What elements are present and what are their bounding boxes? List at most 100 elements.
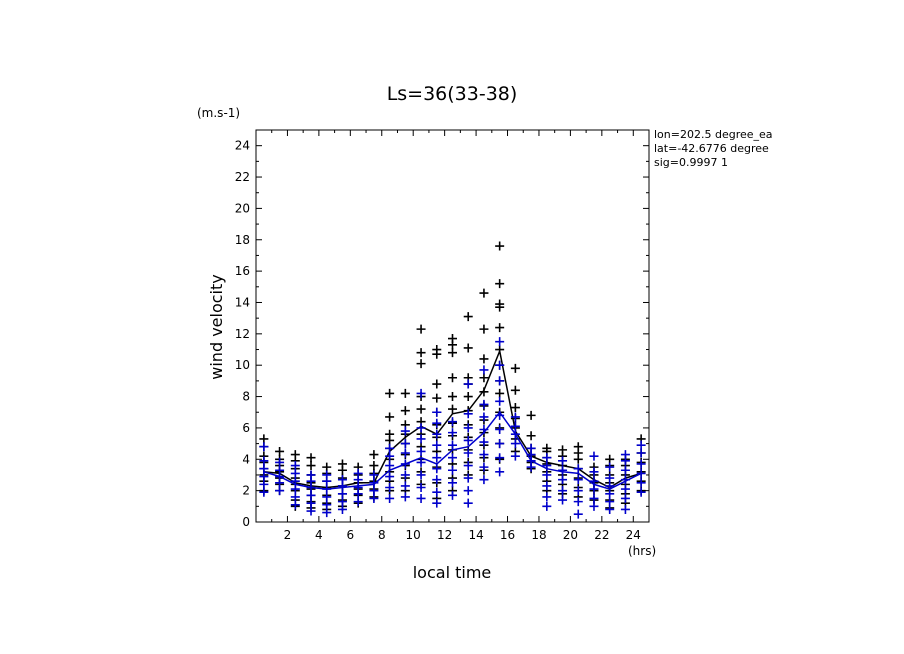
data-point-blue <box>416 446 426 456</box>
data-point-blue <box>448 428 457 438</box>
data-point-black <box>510 363 520 373</box>
data-point-blue <box>290 492 300 502</box>
data-point-black <box>322 462 332 472</box>
data-point-blue <box>479 462 489 472</box>
data-point-blue <box>259 472 269 482</box>
data-point-blue <box>620 484 630 494</box>
data-point-blue <box>385 451 395 461</box>
data-point-blue <box>510 421 520 431</box>
data-point-blue <box>558 486 568 496</box>
data-point-blue <box>463 486 473 496</box>
data-point-blue <box>432 440 442 450</box>
data-point-blue <box>353 497 363 507</box>
data-point-blue <box>385 443 395 453</box>
data-point-blue <box>495 376 505 386</box>
data-point-blue <box>463 423 473 433</box>
data-point-black <box>526 410 536 420</box>
data-point-black <box>542 443 552 453</box>
data-point-blue <box>400 439 410 449</box>
data-point-blue <box>542 492 552 502</box>
data-point-blue <box>479 475 489 485</box>
data-point-blue <box>432 487 442 497</box>
data-point-blue <box>306 498 316 508</box>
x-tick-label: 14 <box>468 528 483 542</box>
data-point-blue <box>432 453 442 463</box>
data-point-blue <box>416 470 426 480</box>
data-point-blue <box>416 483 426 493</box>
data-point-blue <box>495 337 505 347</box>
info-box: lon=202.5 degree_ea lat=-42.6776 degree … <box>654 128 773 169</box>
data-point-blue <box>463 435 473 445</box>
data-point-blue <box>479 365 489 375</box>
data-point-blue <box>306 470 316 480</box>
data-point-blue <box>290 484 300 494</box>
data-point-black <box>479 354 489 364</box>
data-point-blue <box>479 450 489 460</box>
data-point-blue <box>369 486 379 496</box>
data-point-blue <box>620 465 630 475</box>
y-tick-label: 18 <box>235 233 250 247</box>
info-mask <box>779 125 904 175</box>
data-point-blue <box>432 475 442 485</box>
plot-area: 2 4 6 8 10 12 14 16 18 20 22 2402468101214161820222… <box>235 130 649 542</box>
y-tick-label: 16 <box>235 264 250 278</box>
x-tick-label: 16 <box>500 528 515 542</box>
data-point-blue <box>275 486 285 496</box>
data-point-blue <box>369 493 379 503</box>
data-point-blue <box>385 493 395 503</box>
data-point-black <box>510 403 520 413</box>
data-point-blue <box>322 508 332 518</box>
data-point-blue <box>416 434 426 444</box>
data-point-blue <box>275 465 285 475</box>
data-point-blue <box>432 407 442 417</box>
data-point-blue <box>385 461 395 471</box>
data-point-blue <box>479 399 489 409</box>
data-point-blue <box>400 481 410 491</box>
data-point-blue <box>353 483 363 493</box>
data-point-blue <box>605 497 615 507</box>
data-point-blue <box>432 498 442 508</box>
data-point-black <box>495 299 505 309</box>
data-point-blue <box>620 450 630 460</box>
data-point-black <box>448 334 457 344</box>
data-point-blue <box>620 504 630 514</box>
data-point-black <box>495 323 505 333</box>
y-tick-label: 24 <box>235 139 250 153</box>
data-point-blue <box>542 453 552 463</box>
data-point-blue <box>432 418 442 428</box>
x-tick-label: 24 <box>626 528 641 542</box>
data-point-blue <box>636 478 646 488</box>
data-point-black <box>463 343 473 353</box>
data-point-black <box>416 404 426 414</box>
data-point-blue <box>259 442 269 452</box>
data-point-blue <box>495 424 505 434</box>
data-point-blue <box>400 470 410 480</box>
data-point-black <box>416 359 426 369</box>
data-point-black <box>495 388 505 398</box>
x-tick-label: 22 <box>594 528 609 542</box>
data-point-black <box>432 345 442 355</box>
data-point-blue <box>400 448 410 458</box>
data-point-black <box>495 279 505 289</box>
data-point-blue <box>463 498 473 508</box>
data-point-black <box>479 288 489 298</box>
plot-frame <box>255 129 650 523</box>
data-point-black <box>526 431 536 441</box>
data-point-black <box>400 406 410 416</box>
data-point-blue <box>259 464 269 474</box>
data-point-blue <box>306 490 316 500</box>
data-point-black <box>605 454 615 464</box>
data-point-blue <box>573 497 583 507</box>
data-point-black <box>306 461 316 471</box>
info-line-sig: sig=0.9997 1 <box>654 156 728 169</box>
data-point-blue <box>620 493 630 503</box>
data-point-blue <box>369 470 379 480</box>
data-point-black <box>259 434 269 444</box>
data-point-black <box>432 393 442 403</box>
data-point-blue <box>275 457 285 467</box>
x-tick-label: 4 <box>315 528 323 542</box>
x-axis-label: local time <box>413 563 492 582</box>
data-point-black <box>463 392 473 402</box>
y-tick-label: 2 <box>242 484 250 498</box>
data-point-blue <box>495 396 505 406</box>
